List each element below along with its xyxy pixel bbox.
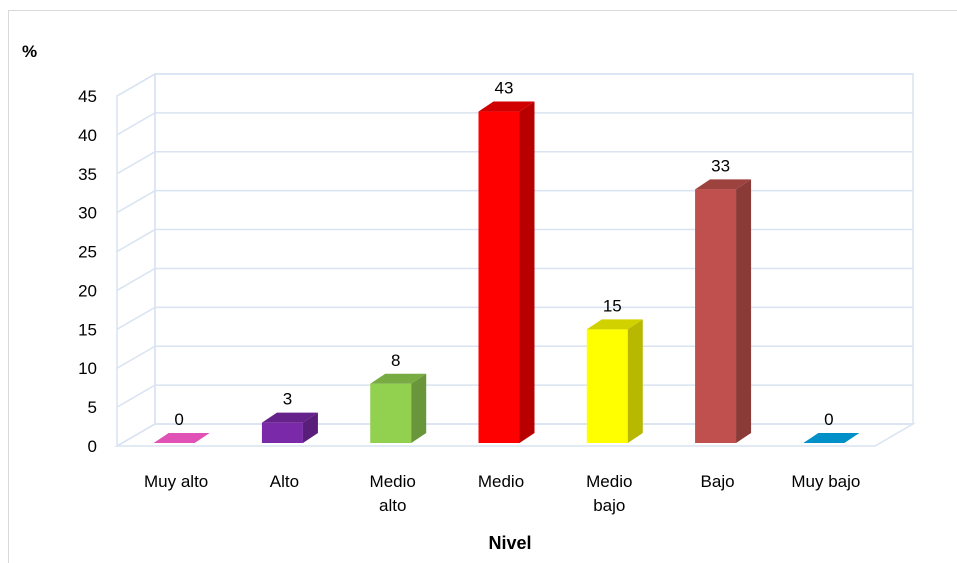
bar-side xyxy=(302,412,318,443)
y-tick-label: 35 xyxy=(78,165,97,184)
y-tick-label: 10 xyxy=(78,359,97,378)
y-axis-label: % xyxy=(22,42,38,61)
x-tick-label: Muy bajo xyxy=(791,472,860,491)
bar-side xyxy=(519,101,535,444)
bar-front xyxy=(586,329,628,443)
y-tick-label: 30 xyxy=(78,204,97,223)
gridline xyxy=(116,423,913,447)
y-tick-label: 5 xyxy=(88,398,97,417)
bar-front xyxy=(478,111,520,444)
bar-top xyxy=(153,433,210,443)
gridline xyxy=(116,189,913,214)
data-label: 0 xyxy=(174,410,183,429)
gridline xyxy=(116,306,913,330)
x-tick-label: Medio xyxy=(586,472,632,491)
bar-side xyxy=(411,373,427,443)
bar-top xyxy=(803,433,860,443)
bar-front xyxy=(370,383,412,443)
data-label: 33 xyxy=(711,156,730,175)
y-tick-label: 45 xyxy=(78,87,97,106)
data-label: 0 xyxy=(824,410,833,429)
y-tick-label: 25 xyxy=(78,243,97,262)
x-tick-label: bajo xyxy=(593,496,625,515)
bar-top xyxy=(586,319,643,330)
data-label: 43 xyxy=(495,79,514,98)
bar-top xyxy=(261,412,318,423)
bar-side xyxy=(736,179,752,444)
bar-top xyxy=(478,101,535,112)
gridline xyxy=(116,112,913,136)
gridline xyxy=(116,384,913,408)
x-tick-label: Alto xyxy=(270,472,299,491)
gridline xyxy=(116,267,913,292)
x-tick-label: Medio xyxy=(478,472,524,491)
x-tick-label: Bajo xyxy=(701,472,735,491)
x-axis-label: Nivel xyxy=(488,533,532,553)
bar-top xyxy=(695,179,752,190)
y-tick-label: 0 xyxy=(88,437,97,456)
chart-border-left xyxy=(8,10,9,563)
x-tick-label: Muy alto xyxy=(144,472,208,491)
bar-top xyxy=(370,373,427,384)
bar-front xyxy=(261,422,303,443)
gridline xyxy=(116,151,913,175)
gridline xyxy=(116,345,913,369)
y-tick-label: 20 xyxy=(78,281,97,300)
x-tick-label: alto xyxy=(379,496,406,515)
x-tick-label: Medio xyxy=(370,472,416,491)
y-tick-label: 40 xyxy=(78,126,97,145)
chart-border-top xyxy=(8,10,957,11)
side-wall xyxy=(116,72,156,448)
bar-side xyxy=(627,319,643,443)
data-label: 3 xyxy=(283,390,292,409)
data-label: 15 xyxy=(603,296,622,315)
gridline xyxy=(116,228,913,253)
y-tick-label: 15 xyxy=(78,320,97,339)
bar-front xyxy=(695,189,737,443)
gridline xyxy=(116,73,913,97)
data-label: 8 xyxy=(391,351,400,370)
